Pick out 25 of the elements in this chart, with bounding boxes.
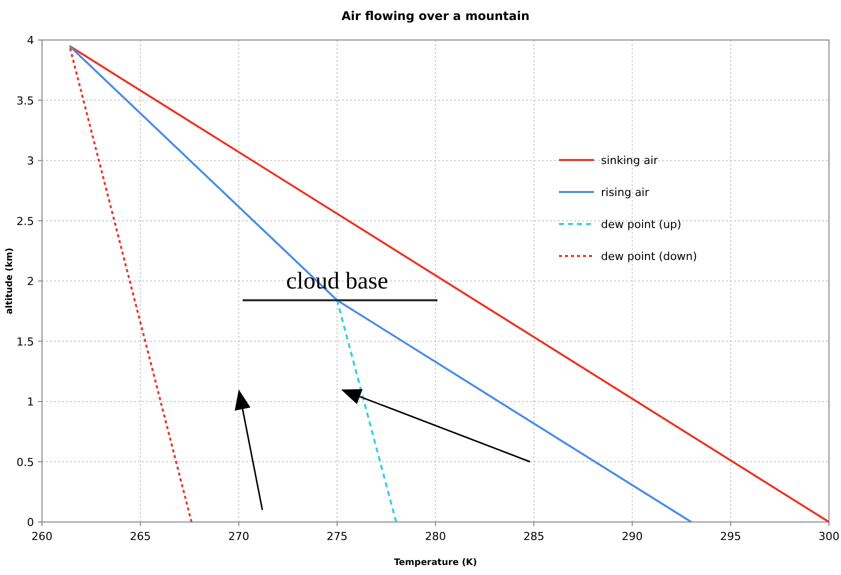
x-tick-label: 300: [818, 530, 840, 543]
legend-label: sinking air: [601, 154, 658, 167]
y-tick-label: 2: [27, 275, 34, 288]
x-axis-title: Temperature (K): [394, 558, 478, 568]
y-tick-label: 4: [27, 34, 34, 47]
y-tick-label: 1.5: [16, 335, 34, 348]
x-tick-label: 295: [720, 530, 742, 543]
y-tick-label: 2.5: [16, 214, 34, 228]
x-tick-label: 290: [622, 530, 643, 543]
x-tick-label: 270: [228, 530, 250, 543]
y-tick-label: 3: [27, 154, 34, 168]
legend-label: dew point (up): [601, 218, 682, 231]
legend-label: rising air: [601, 186, 650, 199]
chart-title: Air flowing over a mountain: [341, 9, 530, 23]
x-tick-label: 260: [32, 530, 52, 543]
y-tick-label: 0: [27, 516, 34, 529]
x-tick-label: 275: [326, 530, 348, 543]
y-axis-title: altitude (km): [5, 248, 15, 314]
x-tick-label: 280: [425, 530, 446, 543]
legend-label: dew point (down): [601, 250, 698, 263]
y-tick-label: 0.5: [16, 456, 34, 469]
x-tick-label: 265: [130, 530, 151, 543]
y-tick-label: 3.5: [16, 94, 34, 108]
x-tick-label: 285: [523, 530, 544, 543]
y-tick-label: 1: [27, 396, 34, 408]
